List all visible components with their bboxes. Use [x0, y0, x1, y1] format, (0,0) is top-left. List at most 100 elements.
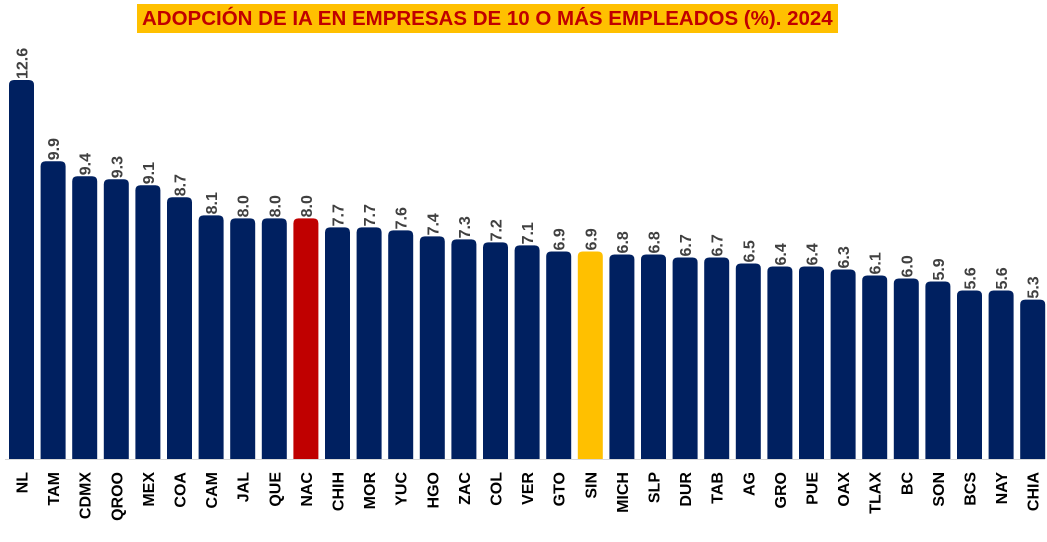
- value-label-JAL: 8.0: [236, 195, 253, 217]
- category-label-COL: COL: [489, 472, 506, 506]
- category-label-NAC: NAC: [299, 472, 316, 507]
- category-label-ZAC: ZAC: [457, 472, 474, 505]
- category-label-GTO: GTO: [552, 472, 569, 506]
- bar-TAM: [40, 161, 66, 459]
- category-label-AG: AG: [741, 472, 758, 496]
- category-label-PUE: PUE: [805, 472, 822, 505]
- value-label-TLAX: 6.1: [868, 252, 885, 274]
- value-label-QUE: 8.0: [267, 195, 284, 217]
- value-label-CHIA: 5.3: [1026, 276, 1043, 298]
- bar-AG: [735, 263, 761, 459]
- value-label-SON: 5.9: [931, 258, 948, 280]
- bar-JAL: [230, 218, 256, 459]
- value-label-OAX: 6.3: [836, 246, 853, 268]
- category-label-BC: BC: [899, 472, 916, 496]
- value-label-DUR: 6.7: [678, 234, 695, 256]
- category-label-QUE: QUE: [267, 472, 284, 507]
- value-label-SIN: 6.9: [583, 228, 600, 250]
- value-label-NAC: 8.0: [299, 195, 316, 217]
- bar-NAY: [988, 290, 1014, 459]
- chart-title: ADOPCIÓN DE IA EN EMPRESAS DE 10 O MÁS E…: [137, 4, 838, 33]
- value-label-CHIH: 7.7: [331, 204, 348, 226]
- bar-SLP: [641, 254, 666, 459]
- bar-CDMX: [72, 176, 98, 459]
- category-label-COA: COA: [173, 472, 190, 508]
- category-label-QROO: QROO: [109, 472, 126, 521]
- value-label-AG: 6.5: [741, 240, 758, 262]
- category-label-CDMX: CDMX: [78, 472, 95, 519]
- bar-NAC: [293, 218, 319, 459]
- category-label-CAM: CAM: [204, 472, 221, 508]
- bar-SON: [925, 281, 951, 459]
- value-label-SLP: 6.8: [647, 231, 664, 253]
- category-label-SLP: SLP: [647, 472, 664, 503]
- bar-PUE: [799, 266, 824, 459]
- bar-COA: [167, 197, 192, 460]
- value-label-BC: 6.0: [899, 255, 916, 277]
- value-label-MEX: 9.1: [141, 162, 158, 184]
- value-label-NL: 12.6: [15, 48, 32, 79]
- category-label-VER: VER: [520, 472, 537, 505]
- bar-GRO: [767, 266, 793, 459]
- bar-TAB: [704, 257, 730, 459]
- bar-QUE: [261, 218, 287, 459]
- bar-QROO: [103, 179, 129, 459]
- category-label-MOR: MOR: [362, 472, 379, 510]
- value-label-NAY: 5.6: [994, 267, 1011, 289]
- bar-MICH: [609, 254, 635, 459]
- category-label-MEX: MEX: [141, 472, 158, 507]
- value-label-QROO: 9.3: [109, 156, 126, 178]
- bar-CHIA: [1020, 299, 1046, 459]
- value-label-YUC: 7.6: [394, 207, 411, 229]
- category-label-TAM: TAM: [46, 472, 63, 505]
- bar-VER: [514, 245, 540, 459]
- value-label-CDMX: 9.4: [78, 153, 95, 175]
- category-label-JAL: JAL: [236, 472, 253, 502]
- bar-BCS: [957, 290, 982, 459]
- bar-YUC: [388, 230, 414, 459]
- bar-HGO: [419, 236, 445, 459]
- category-label-TAB: TAB: [710, 472, 727, 504]
- value-label-GTO: 6.9: [552, 228, 569, 250]
- category-label-SON: SON: [931, 472, 948, 507]
- category-label-SIN: SIN: [583, 472, 600, 499]
- value-label-TAB: 6.7: [710, 234, 727, 256]
- bar-OAX: [830, 269, 856, 459]
- category-label-OAX: OAX: [836, 472, 853, 507]
- category-label-YUC: YUC: [394, 472, 411, 506]
- bar-MOR: [356, 227, 382, 459]
- value-label-HGO: 7.4: [425, 213, 442, 235]
- bar-TLAX: [862, 275, 888, 459]
- category-label-NL: NL: [15, 472, 32, 494]
- value-label-MICH: 6.8: [615, 231, 632, 253]
- value-label-VER: 7.1: [520, 222, 537, 244]
- category-label-CHIH: CHIH: [331, 472, 348, 511]
- value-label-COA: 8.7: [173, 174, 190, 196]
- bar-GTO: [546, 251, 572, 459]
- bar-CAM: [198, 215, 224, 459]
- value-label-GRO: 6.4: [773, 243, 790, 265]
- value-label-CAM: 8.1: [204, 192, 221, 214]
- value-label-PUE: 6.4: [805, 243, 822, 265]
- value-label-MOR: 7.7: [362, 204, 379, 226]
- bar-COL: [483, 242, 508, 459]
- category-label-TLAX: TLAX: [868, 472, 885, 514]
- category-label-MICH: MICH: [615, 472, 632, 513]
- category-label-CHIA: CHIA: [1026, 472, 1043, 512]
- bar-DUR: [672, 257, 698, 459]
- value-label-TAM: 9.9: [46, 138, 63, 160]
- bar-ZAC: [451, 239, 477, 459]
- value-label-ZAC: 7.3: [457, 216, 474, 238]
- value-label-COL: 7.2: [489, 219, 506, 241]
- bar-BC: [893, 278, 919, 459]
- bar-MEX: [135, 185, 161, 459]
- category-label-BCS: BCS: [963, 472, 980, 506]
- category-label-GRO: GRO: [773, 472, 790, 508]
- bar-SIN: [577, 251, 603, 459]
- value-label-BCS: 5.6: [963, 267, 980, 289]
- category-label-HGO: HGO: [425, 472, 442, 508]
- bar-NL: [9, 80, 34, 459]
- bar-CHIH: [325, 227, 350, 459]
